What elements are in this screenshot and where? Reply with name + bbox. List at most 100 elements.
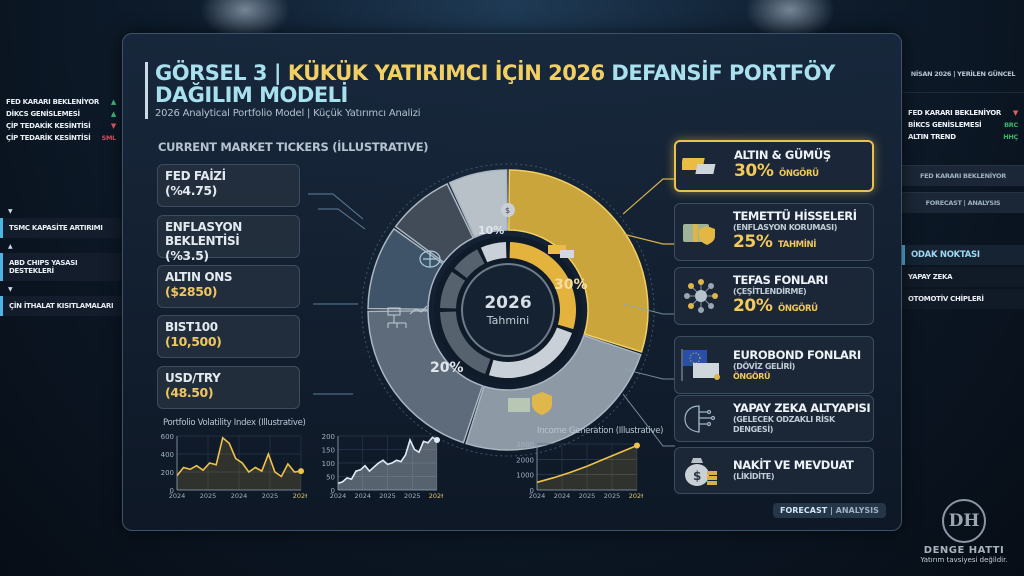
card-pct-note: ÖNGÖRÜ bbox=[733, 371, 771, 381]
ticker-value: (%4.75) bbox=[165, 183, 217, 198]
event-item[interactable]: ÇİN İTHALAT KISITLAMALARI bbox=[0, 296, 122, 316]
news-label: ÇİP TEDAKİK KESİNTİSİ bbox=[6, 122, 91, 130]
svg-text:200: 200 bbox=[161, 469, 174, 477]
donut-label-tefas: 20% bbox=[430, 360, 464, 376]
connector-lines-left bbox=[308, 193, 366, 395]
focus-item-ai[interactable]: YAPAY ZEKA bbox=[902, 267, 1024, 287]
svg-text:50: 50 bbox=[326, 474, 335, 482]
donut-inner-segment bbox=[480, 242, 507, 263]
donut-segment[interactable] bbox=[465, 334, 642, 451]
card-pct-note: ÖNGÖRÜ bbox=[779, 168, 819, 179]
svg-text:0: 0 bbox=[530, 487, 534, 495]
allocation-card[interactable]: $ NAKİT VE MEVDUAT (LİKİDİTE) bbox=[674, 447, 874, 494]
allocation-card[interactable]: EUROBOND FONLARI (DÖVİZ GELİRİ) ÖNGÖRÜ bbox=[674, 336, 874, 394]
card-title: TEFAS FONLARI bbox=[733, 272, 828, 287]
gold-bars-icon bbox=[676, 142, 728, 190]
allocation-card[interactable]: YAPAY ZEKA ALTYAPISI (GELECEK ODZAKLI RİS… bbox=[674, 395, 874, 442]
status-row[interactable]: FED KARARI BEKLENİYOR ▼ bbox=[902, 107, 1024, 119]
volatility-chart: 0 200 400 600 2024 2025 2024 2025 2026 bbox=[161, 433, 307, 500]
svg-text:2024: 2024 bbox=[554, 492, 571, 500]
allocation-card[interactable]: TEMETTÜ HİSSELERİ (ENFLASYON KORUMASI) 25%… bbox=[674, 203, 874, 261]
focus-heading[interactable]: ODAK NOKTASI bbox=[902, 245, 1024, 265]
svg-text:0: 0 bbox=[331, 487, 335, 495]
card-subtitle: (ÇEŞİTLENDİRME) bbox=[733, 286, 807, 296]
donut-label-eurobond: 10% bbox=[478, 224, 504, 237]
ticker-label: USD/TRY bbox=[165, 371, 221, 385]
donut-inner-segment bbox=[488, 327, 573, 378]
donut-segment[interactable] bbox=[367, 227, 444, 310]
donut-segment[interactable] bbox=[394, 182, 475, 264]
donut-segment[interactable] bbox=[448, 169, 508, 239]
card-percent: 25% bbox=[733, 231, 773, 252]
svg-text:0: 0 bbox=[170, 487, 174, 495]
cash-shield-icon bbox=[508, 392, 552, 415]
status-row[interactable]: ALTIN TREND HHÇ bbox=[902, 131, 1024, 143]
card-title: TEMETTÜ HİSSELERİ bbox=[733, 208, 857, 223]
date-label: NİSAN 2026 | YERİLEN GÜNCEL bbox=[902, 66, 1024, 93]
svg-text:2024: 2024 bbox=[330, 492, 347, 500]
forecast-analysis-tag: FORECAST | ANALYSIS bbox=[773, 503, 886, 518]
news-row[interactable]: DİKCS GENİSLEMESİ ▲ bbox=[0, 108, 122, 120]
trend-indicator-icon: ▼ bbox=[110, 122, 116, 130]
donut-inner-segment bbox=[509, 242, 576, 330]
income-chart: 0 1000 2000 3000 2024 2024 2025 2025 2026 bbox=[516, 441, 643, 500]
ticker-label: FED FAİZİ bbox=[165, 169, 226, 183]
ticker-value: ($2850) bbox=[165, 284, 218, 299]
donut-inner-segment bbox=[454, 249, 485, 279]
ticker-card[interactable]: ALTIN ONS ($2850) bbox=[157, 265, 300, 308]
ticker-value: (10,500) bbox=[165, 334, 222, 349]
donut-center-label: Tahmini bbox=[486, 314, 529, 327]
status-indicator: HHÇ bbox=[1003, 133, 1018, 141]
svg-text:3000: 3000 bbox=[516, 441, 534, 449]
title-block: GÖRSEL 3 | KÜKÜK YATIRIMCI İÇİN 2026 DEF… bbox=[145, 62, 835, 119]
title-line-2: DAĞILIM MODELİ bbox=[155, 83, 348, 107]
allocation-card[interactable]: TEFAS FONLARI (ÇEŞİTLENDİRME) 20% ÖNGÖRÜ bbox=[674, 267, 874, 325]
news-row[interactable]: FED KARARI BEKLENİYOR ▲ bbox=[0, 96, 122, 108]
brain-icon bbox=[419, 250, 441, 268]
brand-block: DH DENGE HATTI Yatırım tavsiyesi değildi… bbox=[912, 499, 1016, 564]
allocation-card[interactable]: ALTIN & GÜMÜŞ 30% ÖNGÖRÜ bbox=[674, 140, 874, 192]
event-item[interactable]: TSMC KAPASİTE ARTIRIMI bbox=[0, 218, 122, 238]
card-subtitle: (GELECEK ODZAKLI RİSK DENGESİ) bbox=[733, 415, 835, 434]
card-title: NAKİT VE MEVDUAT bbox=[733, 458, 854, 472]
focus-item-auto-chips[interactable]: OTOMOTİV CHİPLERİ bbox=[902, 289, 1024, 309]
svg-text:2024: 2024 bbox=[169, 492, 186, 500]
svg-text:2024: 2024 bbox=[354, 492, 371, 500]
card-pct-note: TAHMİNİ bbox=[778, 239, 816, 250]
news-label: FED KARARI BEKLENİYOR bbox=[6, 98, 99, 106]
title-part-2: KÜKÜK YATIRIMCI İÇİN 2026 bbox=[287, 61, 612, 85]
news-row[interactable]: ÇİP TEDAKİK KESİNTİSİ ▼ bbox=[0, 120, 122, 132]
donut-segment[interactable] bbox=[367, 310, 484, 444]
donut-label-gold: 30% bbox=[554, 277, 588, 293]
event-item[interactable]: ABD CHIPS YASASI DESTEKLERİ bbox=[0, 253, 122, 281]
ticker-card[interactable]: BIST100 (10,500) bbox=[157, 315, 300, 358]
card-subtitle: (DÖVİZ GELİRİ) bbox=[733, 361, 795, 371]
svg-text:100: 100 bbox=[322, 460, 335, 468]
svg-text:$: $ bbox=[693, 469, 701, 483]
status-label: FED KARARI BEKLENİYOR bbox=[908, 109, 1001, 117]
volatility-chart-title: Portfolio Volatility Index (Illustrative… bbox=[163, 418, 306, 428]
svg-text:200: 200 bbox=[322, 433, 335, 441]
status-label: BİKCS GENİSLEMESİ bbox=[908, 121, 982, 129]
ticker-label: ENFLASYON BEKLENTİSİ bbox=[165, 220, 242, 248]
forecast-analysis-button[interactable]: FORECAST | ANALYSIS bbox=[902, 192, 1024, 213]
card-subtitle: (LİKİDİTE) bbox=[733, 472, 775, 481]
fed-button[interactable]: FED KARARI BEKLENİYOR bbox=[902, 165, 1024, 186]
income-chart-title: Income Generation (Illustrative) bbox=[537, 426, 664, 436]
main-infographic-panel: GÖRSEL 3 | KÜKÜK YATIRIMCI İÇİN 2026 DEF… bbox=[122, 33, 902, 531]
news-row[interactable]: ÇİP TEDARİK KESİNTİSİ SML bbox=[0, 132, 122, 144]
ticker-label: ALTIN ONS bbox=[165, 270, 233, 284]
brand-name: DENGE HATTI bbox=[923, 545, 1005, 556]
focus-panel: ODAK NOKTASI YAPAY ZEKA OTOMOTİV CHİPLER… bbox=[902, 245, 1024, 309]
money-bag-icon: $ bbox=[675, 448, 727, 493]
caret-icon: ▲ bbox=[8, 243, 13, 250]
ticker-card[interactable]: USD/TRY (48.50) bbox=[157, 366, 300, 409]
ticker-card[interactable]: FED FAİZİ (%4.75) bbox=[157, 164, 300, 207]
status-row[interactable]: BİKCS GENİSLEMESİ BRC bbox=[902, 119, 1024, 131]
ticker-label: BIST100 bbox=[165, 320, 218, 334]
news-label: DİKCS GENİSLEMESİ bbox=[6, 110, 80, 118]
svg-text:600: 600 bbox=[161, 433, 174, 441]
card-title: YAPAY ZEKA ALTYAPISI bbox=[733, 401, 871, 415]
ticker-card[interactable]: ENFLASYON BEKLENTİSİ (%3.5) bbox=[157, 215, 300, 263]
svg-text:1000: 1000 bbox=[516, 472, 534, 480]
